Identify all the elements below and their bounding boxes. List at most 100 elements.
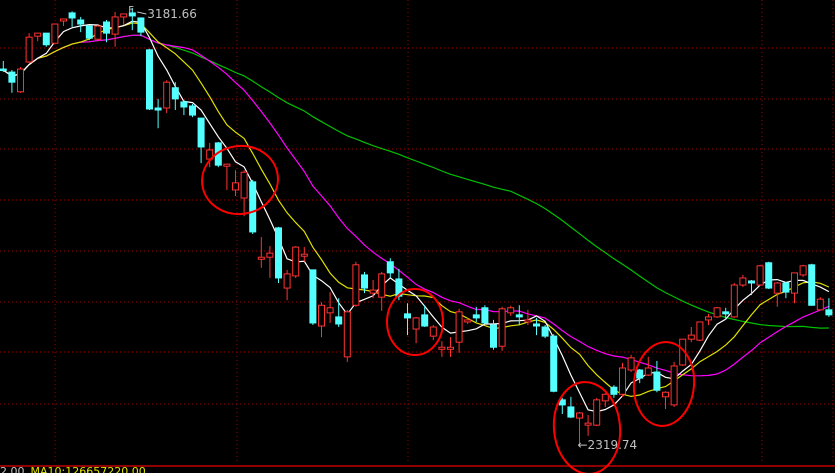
candle-up — [429, 326, 437, 337]
candle-up — [223, 163, 231, 167]
hand-drawn-circle — [386, 288, 444, 356]
candle-up — [498, 308, 506, 347]
candle-up — [705, 316, 712, 321]
high-price-label: 3181.66 — [147, 7, 197, 21]
candle-up — [51, 23, 59, 44]
candle-down — [197, 117, 205, 148]
candle-up — [773, 282, 781, 294]
candle-up — [687, 334, 695, 340]
candle-up — [593, 399, 601, 426]
candle-up — [34, 32, 42, 37]
candle-down — [472, 314, 480, 319]
candle-up — [266, 252, 274, 258]
candle-down — [171, 87, 179, 100]
candle-down — [137, 17, 145, 33]
candle-down — [335, 316, 343, 325]
candle-up — [94, 25, 102, 40]
candle-down — [765, 262, 773, 289]
candle-up — [816, 298, 824, 311]
candle-up — [300, 253, 308, 257]
hand-drawn-circle — [632, 341, 696, 427]
candle-down — [309, 269, 317, 324]
candle-up — [756, 265, 764, 286]
candle-up — [791, 272, 798, 294]
candle-down — [653, 371, 661, 391]
candle-up — [584, 422, 592, 426]
candle-up — [318, 304, 325, 327]
candle-up — [240, 171, 248, 199]
candle-down — [128, 12, 136, 17]
candle-down — [146, 49, 153, 110]
candle-up — [352, 264, 360, 306]
candle-down — [189, 105, 196, 116]
candle-down — [748, 280, 755, 284]
candle-down — [275, 227, 282, 279]
candle-up — [25, 36, 33, 63]
candle-up — [438, 346, 446, 350]
candle-up — [713, 307, 721, 318]
candle-down — [541, 326, 549, 337]
candle-up — [455, 311, 463, 343]
candle-down — [404, 313, 411, 319]
candle-up — [644, 367, 652, 376]
candle-up — [412, 317, 420, 330]
candle-down — [782, 282, 790, 293]
candle-down — [636, 369, 644, 379]
candle-down — [808, 264, 816, 306]
candle-up — [730, 284, 738, 318]
volume-status-bar: 2.00 MA10:126657220.00 — [0, 466, 146, 473]
candle-up — [292, 246, 300, 277]
candle-up — [120, 13, 128, 18]
candle-down — [481, 307, 489, 324]
candle-up — [257, 256, 265, 260]
candle-down — [85, 25, 93, 39]
candle-up — [447, 346, 454, 350]
candle-down — [154, 107, 162, 111]
candle-up — [369, 289, 377, 294]
candle-down — [361, 274, 368, 289]
candle-up — [576, 412, 583, 419]
candle-down — [490, 324, 497, 348]
candle-up — [670, 365, 678, 406]
candle-up — [601, 393, 609, 402]
candle-up — [111, 16, 119, 35]
ma10-volume-label: MA10:126657220.00 — [30, 465, 146, 473]
candle-up — [163, 81, 171, 109]
candle-down — [68, 12, 76, 19]
candle-up — [464, 319, 472, 323]
high-marker-icon: F — [128, 5, 134, 16]
candle-down — [567, 406, 575, 418]
high-marker-line — [137, 11, 147, 15]
low-price-label: ←2319.74 — [578, 438, 638, 452]
candle-down — [103, 21, 110, 34]
candle-up — [60, 18, 67, 22]
candle-up — [627, 357, 635, 371]
candle-up — [696, 321, 704, 341]
candle-down — [0, 68, 7, 72]
hand-drawn-circle — [201, 144, 279, 216]
candle-down — [515, 314, 523, 318]
candle-up — [232, 182, 239, 191]
candle-down — [77, 19, 85, 25]
candle-down — [386, 261, 394, 274]
volume-value: 2.00 — [0, 465, 25, 473]
candle-down — [825, 309, 833, 316]
candle-up — [17, 68, 24, 93]
candle-up — [378, 273, 386, 298]
candle-up — [799, 265, 807, 276]
candle-up — [619, 367, 626, 395]
candle-up — [326, 307, 334, 314]
candle-up — [343, 311, 351, 358]
candle-up — [524, 319, 532, 323]
candle-down — [610, 386, 618, 395]
candle-down — [421, 314, 429, 327]
candle-down — [533, 323, 540, 327]
ma5-line — [2, 20, 830, 413]
candle-down — [722, 311, 730, 315]
candle-up — [507, 307, 515, 314]
candle-up — [283, 273, 291, 289]
candle-up — [739, 277, 747, 286]
candle-down — [42, 32, 50, 46]
